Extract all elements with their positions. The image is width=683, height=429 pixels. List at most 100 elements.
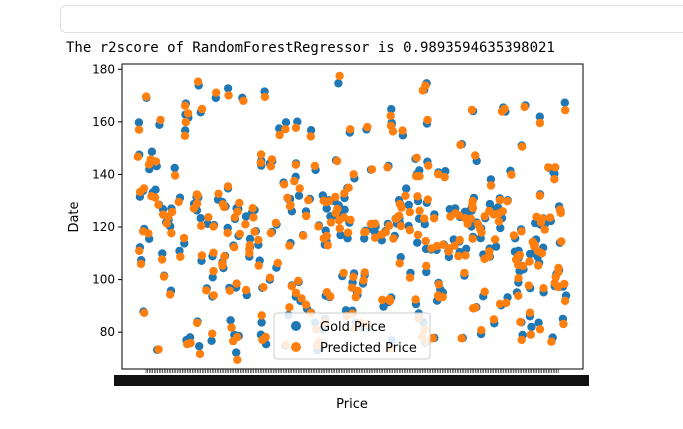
predicted-price-point (248, 204, 257, 213)
y-tick-label: 120 (92, 220, 115, 234)
gold-price-point (322, 204, 331, 213)
predicted-price-point (367, 165, 377, 174)
predicted-price-point (393, 212, 403, 222)
predicted-price-point (180, 131, 190, 140)
code-cell-input[interactable] (60, 5, 683, 33)
predicted-price-point (146, 155, 155, 164)
predicted-price-point (370, 233, 380, 242)
predicted-price-point (351, 292, 360, 302)
predicted-price-point (421, 81, 430, 90)
predicted-price-point (359, 276, 368, 285)
predicted-price-point (154, 200, 163, 209)
predicted-price-point (285, 241, 294, 250)
predicted-price-point (518, 261, 528, 271)
predicted-price-point (486, 181, 496, 190)
predicted-price-point (507, 170, 516, 179)
predicted-price-point (544, 163, 553, 172)
predicted-price-point (467, 105, 477, 115)
predicted-price-point (434, 280, 443, 289)
predicted-price-point (532, 212, 541, 221)
predicted-price-point (287, 282, 296, 291)
predicted-price-point (547, 337, 556, 346)
predicted-price-point (197, 104, 207, 114)
predicted-price-point (419, 214, 429, 223)
predicted-price-point (537, 249, 547, 258)
predicted-price-point (220, 252, 229, 261)
y-axis-ticks: 80 100 120 140 160 180 (92, 62, 122, 339)
predicted-price-point (361, 227, 370, 237)
predicted-price-point (349, 170, 358, 179)
predicted-price-point (241, 220, 250, 229)
predicted-price-point (477, 228, 486, 237)
gold-price-point (336, 230, 345, 240)
predicted-price-point (235, 198, 244, 208)
predicted-price-point (254, 235, 263, 245)
predicted-price-point (460, 268, 469, 278)
predicted-price-point (256, 158, 265, 168)
predicted-price-point (540, 225, 549, 234)
predicted-price-point (138, 227, 148, 236)
predicted-price-point (428, 333, 437, 343)
predicted-price-point (314, 222, 323, 231)
y-tick-label: 180 (92, 62, 115, 76)
predicted-price-point (490, 235, 500, 244)
predicted-price-point (412, 153, 421, 162)
predicted-price-point (535, 118, 545, 128)
x-axis-label: Price (336, 397, 368, 412)
predicted-price-point (291, 288, 301, 298)
predicted-price-point (295, 184, 304, 193)
predicted-price-point (384, 221, 394, 230)
predicted-price-point (257, 311, 266, 320)
predicted-price-point (223, 228, 232, 238)
predicted-price-point (281, 125, 290, 134)
predicted-price-point (197, 221, 206, 230)
predicted-price-point (525, 257, 534, 266)
predicted-price-point (398, 126, 407, 135)
predicted-price-point (212, 88, 221, 97)
predicted-price-point (219, 202, 229, 212)
gold-price-point (170, 163, 179, 173)
y-axis-label: Date (67, 201, 82, 232)
predicted-price-point (366, 219, 376, 229)
predicted-price-point (154, 345, 163, 354)
predicted-price-point (477, 326, 486, 335)
predicted-price-point (466, 214, 476, 223)
gold-price-point (402, 184, 411, 193)
predicted-price-point (471, 303, 480, 312)
predicted-price-point (503, 197, 512, 206)
predicted-price-point (286, 200, 295, 210)
predicted-price-point (267, 155, 277, 164)
predicted-price-point (331, 209, 340, 218)
predicted-price-point (266, 162, 275, 171)
predicted-price-point (291, 123, 301, 132)
predicted-price-point (245, 241, 254, 250)
predicted-price-point (405, 273, 415, 282)
predicted-price-point (514, 274, 523, 283)
predicted-price-point (405, 226, 414, 235)
gold-price-point (208, 273, 217, 282)
predicted-price-point (162, 219, 171, 228)
predicted-price-point (383, 163, 392, 172)
predicted-price-point (518, 142, 527, 151)
predicted-price-point (294, 276, 303, 286)
predicted-price-point (256, 150, 266, 159)
gold-price-point (534, 318, 543, 327)
predicted-price-point (335, 216, 344, 225)
predicted-price-point (495, 299, 505, 309)
predicted-price-point (239, 96, 248, 106)
predicted-price-point (273, 258, 282, 268)
predicted-price-point (283, 193, 292, 202)
predicted-price-point (189, 204, 199, 213)
predicted-price-point (412, 172, 421, 181)
predicted-price-point (454, 211, 464, 220)
predicted-price-point (291, 160, 300, 169)
predicted-price-point (509, 231, 519, 240)
predicted-price-point (299, 231, 308, 240)
legend-box (273, 312, 431, 360)
predicted-price-point (535, 325, 545, 334)
predicted-price-point (534, 261, 543, 270)
predicted-price-point (377, 230, 386, 239)
predicted-price-point (389, 234, 398, 243)
gold-price-point (257, 318, 266, 327)
predicted-price-point (209, 222, 218, 231)
